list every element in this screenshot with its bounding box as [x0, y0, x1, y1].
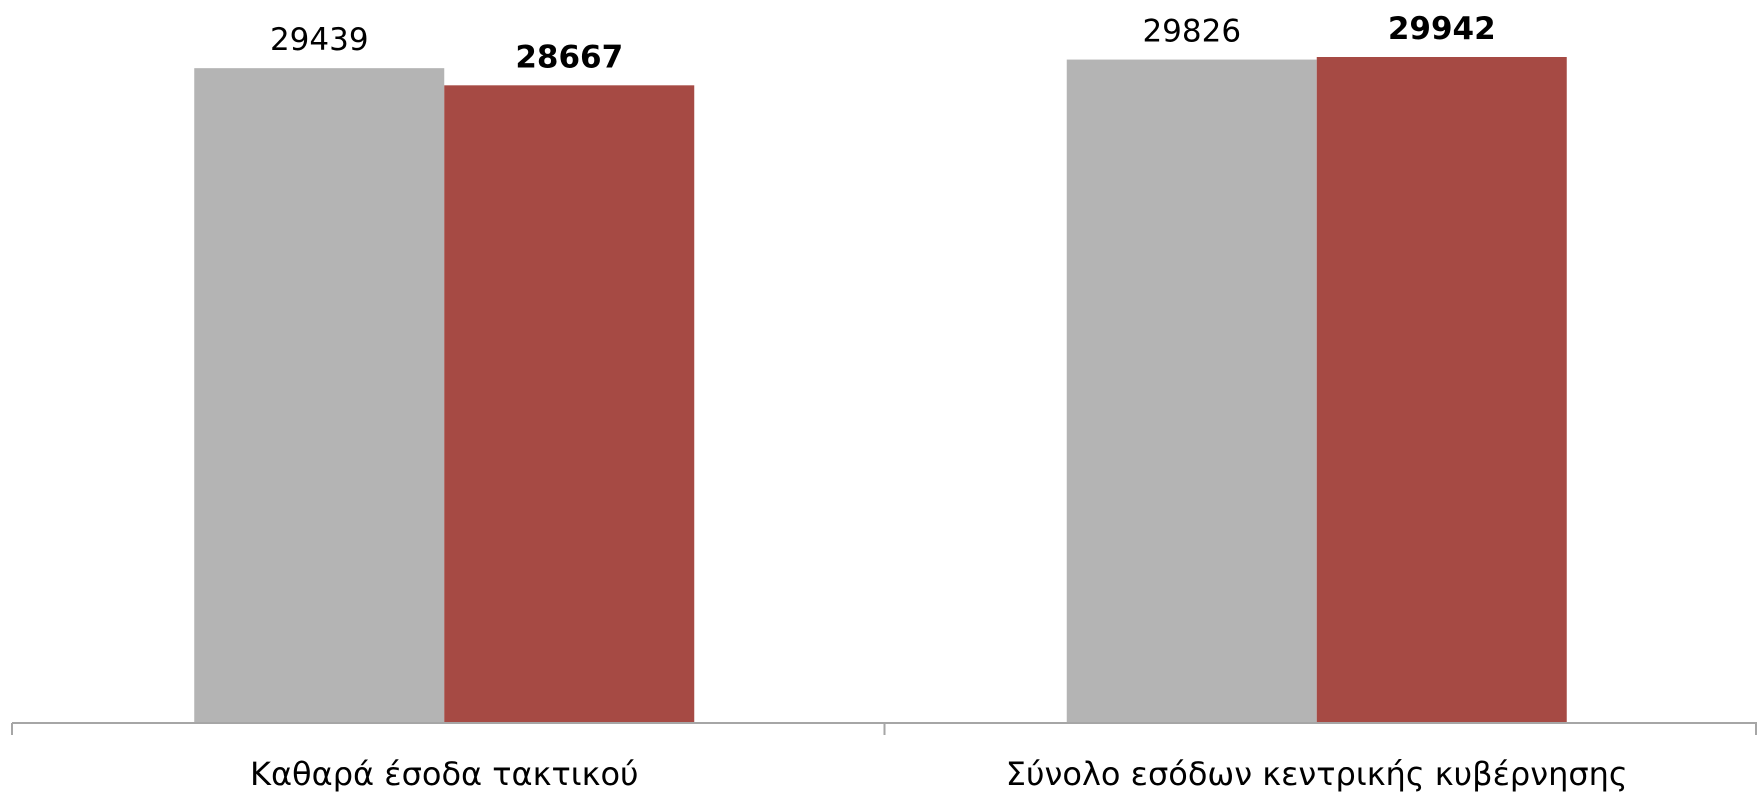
x-tick-label-1: Καθαρά έσοδα τακτικού [250, 755, 639, 793]
bar-series1-cat1 [194, 68, 445, 722]
x-axis [11, 722, 1757, 735]
data-label-series1-cat2: 29826 [1142, 14, 1241, 50]
value-labels-layer: 29439 28667 29826 29942 [270, 11, 1496, 75]
bar-series2-cat1 [444, 85, 695, 722]
bar-series1-cat2 [1066, 59, 1317, 723]
data-label-series1-cat1: 29439 [270, 22, 369, 58]
bar-series2-cat2 [1316, 57, 1567, 722]
data-label-series2-cat2: 29942 [1388, 11, 1496, 47]
x-tick-label-2: Σύνολο εσόδων κεντρικής κυβέρνησης [1006, 755, 1628, 793]
data-label-series2-cat1: 28667 [515, 39, 623, 75]
category-labels-layer: Καθαρά έσοδα τακτικού Σύνολο εσόδων κεντρ… [250, 755, 1628, 793]
bars-layer [194, 57, 1567, 723]
